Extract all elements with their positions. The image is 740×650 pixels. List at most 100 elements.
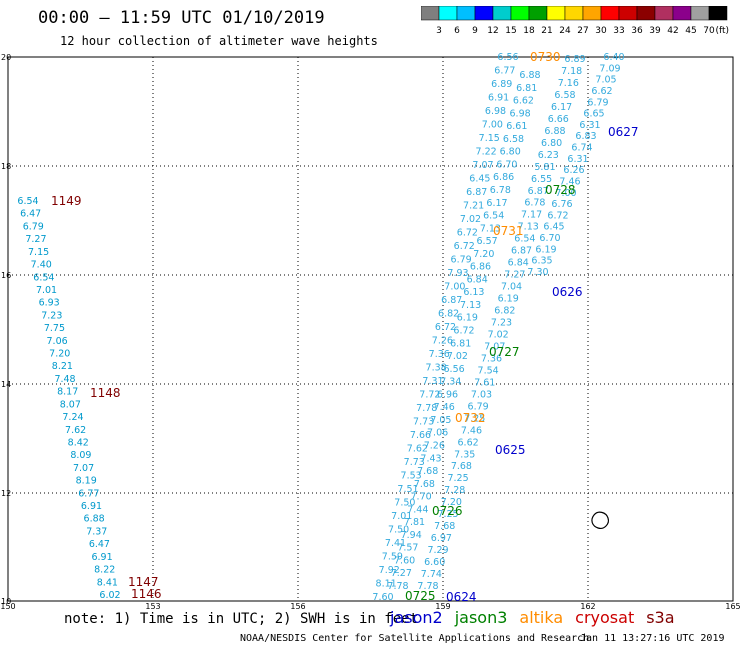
swh-value: 6.54 xyxy=(17,196,38,207)
swh-value: 7.66 xyxy=(410,430,431,441)
colorbar-label: 18 xyxy=(523,26,535,36)
swh-value: 7.72 xyxy=(419,390,440,401)
swh-value: 6.72 xyxy=(454,241,475,252)
swh-value: 6.66 xyxy=(548,114,569,125)
colorbar-label: 21 xyxy=(541,26,552,36)
swh-value: 7.78 xyxy=(387,581,408,592)
swh-value: 6.78 xyxy=(524,198,545,209)
swh-value: 7.62 xyxy=(65,425,86,436)
swh-value: 7.68 xyxy=(451,461,472,472)
swh-value: 6.23 xyxy=(538,150,559,161)
swh-value: 7.78 xyxy=(416,403,437,414)
y-tick-label: 14 xyxy=(1,380,11,389)
swh-value: 7.75 xyxy=(44,323,65,334)
swh-value: 6.81 xyxy=(516,83,537,94)
swh-value: 8.09 xyxy=(70,450,91,461)
colorbar-label: 36 xyxy=(631,26,643,36)
colorbar-label: 27 xyxy=(577,26,588,36)
swh-value: 7.02 xyxy=(488,329,509,340)
satellite-legend-item: cryosat xyxy=(575,608,635,627)
swh-value: 6.80 xyxy=(541,138,562,149)
pass-time-label: 1147 xyxy=(128,575,159,589)
swh-value: 6.62 xyxy=(458,437,479,448)
swh-value: 6.26 xyxy=(563,165,584,176)
swh-value: 7.22 xyxy=(476,147,497,158)
swh-value: 7.46 xyxy=(461,425,482,436)
swh-value: 7.05 xyxy=(595,75,616,86)
y-tick-label: 10 xyxy=(1,597,11,606)
swh-value: 6.89 xyxy=(564,54,585,65)
swh-value: 7.21 xyxy=(463,201,484,212)
swh-value: 7.43 xyxy=(420,453,441,464)
swh-value: 7.09 xyxy=(599,63,620,74)
swh-value: 7.17 xyxy=(521,210,542,221)
swh-value: 7.74 xyxy=(421,569,442,580)
satellite-legend-item: jason3 xyxy=(454,608,508,627)
generated-timestamp: Jan 11 13:27:16 UTC 2019 xyxy=(580,633,725,644)
swh-value: 7.00 xyxy=(482,120,503,131)
swh-value: 6.65 xyxy=(583,109,604,120)
swh-value: 6.91 xyxy=(488,93,509,104)
colorbar-label: 15 xyxy=(505,26,516,36)
swh-value: 7.38 xyxy=(426,363,447,374)
swh-value: 8.41 xyxy=(97,577,118,588)
x-tick-label: 150 xyxy=(0,602,15,610)
swh-value: 7.25 xyxy=(437,509,458,520)
swh-value: 7.73 xyxy=(413,417,434,428)
swh-value: 7.68 xyxy=(417,466,438,477)
swh-value: 7.13 xyxy=(460,300,481,311)
swh-value: 6.88 xyxy=(519,70,540,81)
page-subtitle: 12 hour collection of altimeter wave hei… xyxy=(60,34,378,48)
swh-value: 7.51 xyxy=(397,484,418,495)
pass-time-label: 0625 xyxy=(495,443,526,457)
swh-value: 7.03 xyxy=(471,389,492,400)
swh-value: 7.27 xyxy=(391,568,412,579)
pass-time-label: 0627 xyxy=(608,125,639,139)
swh-value: 6.54 xyxy=(514,234,535,245)
swh-value: 7.50 xyxy=(388,525,409,536)
island-outline xyxy=(591,511,609,529)
swh-value: 7.00 xyxy=(555,188,576,199)
colorbar-label: 3 xyxy=(436,26,442,36)
swh-value: 8.19 xyxy=(76,476,97,487)
swh-value: 6.72 xyxy=(547,210,568,221)
swh-value: 7.60 xyxy=(372,592,393,603)
swh-value: 6.87 xyxy=(466,187,487,198)
swh-value: 6.87 xyxy=(441,295,462,306)
swh-value: 6.70 xyxy=(539,233,560,244)
swh-value: 7.73 xyxy=(404,457,425,468)
swh-value: 6.98 xyxy=(510,108,531,119)
satellite-legend-item: s3a xyxy=(646,608,675,627)
colorbar-label: 33 xyxy=(613,26,624,36)
colorbar-swatch xyxy=(708,6,728,21)
swh-value: 6.45 xyxy=(469,174,490,185)
pass-time-label: 0727 xyxy=(489,345,520,359)
swh-value: 7.44 xyxy=(407,504,428,515)
swh-value: 7.68 xyxy=(414,479,435,490)
swh-value: 6.86 xyxy=(470,262,491,273)
swh-value: 6.87 xyxy=(528,186,549,197)
swh-value: 8.22 xyxy=(94,565,115,576)
swh-value: 6.79 xyxy=(468,401,489,412)
swh-value: 6.13 xyxy=(463,287,484,298)
swh-value: 7.16 xyxy=(558,78,579,89)
swh-value: 6.93 xyxy=(39,298,60,309)
satellite-legend-item: jason2 xyxy=(390,608,443,627)
swh-value: 7.41 xyxy=(385,538,406,549)
page-title: 00:00 – 11:59 UTC 01/10/2019 xyxy=(38,8,325,28)
swh-value: 6.83 xyxy=(575,131,596,142)
pass-time-label: 0732 xyxy=(455,411,486,425)
swh-value: 6.62 xyxy=(591,86,612,97)
swh-value: 7.36 xyxy=(429,349,450,360)
swh-value: 6.98 xyxy=(485,106,506,117)
pass-time-label: 0731 xyxy=(493,224,524,238)
y-tick-label: 18 xyxy=(1,162,11,171)
colorbar-label: 30 xyxy=(595,26,607,36)
swh-value: 6.74 xyxy=(571,143,592,154)
swh-value: 6.89 xyxy=(491,79,512,90)
swh-value: 5.81 xyxy=(534,162,555,173)
swh-value: 7.54 xyxy=(478,365,499,376)
swh-value: 7.01 xyxy=(391,511,412,522)
swh-value: 7.25 xyxy=(464,413,485,424)
swh-value: 7.04 xyxy=(501,282,522,293)
